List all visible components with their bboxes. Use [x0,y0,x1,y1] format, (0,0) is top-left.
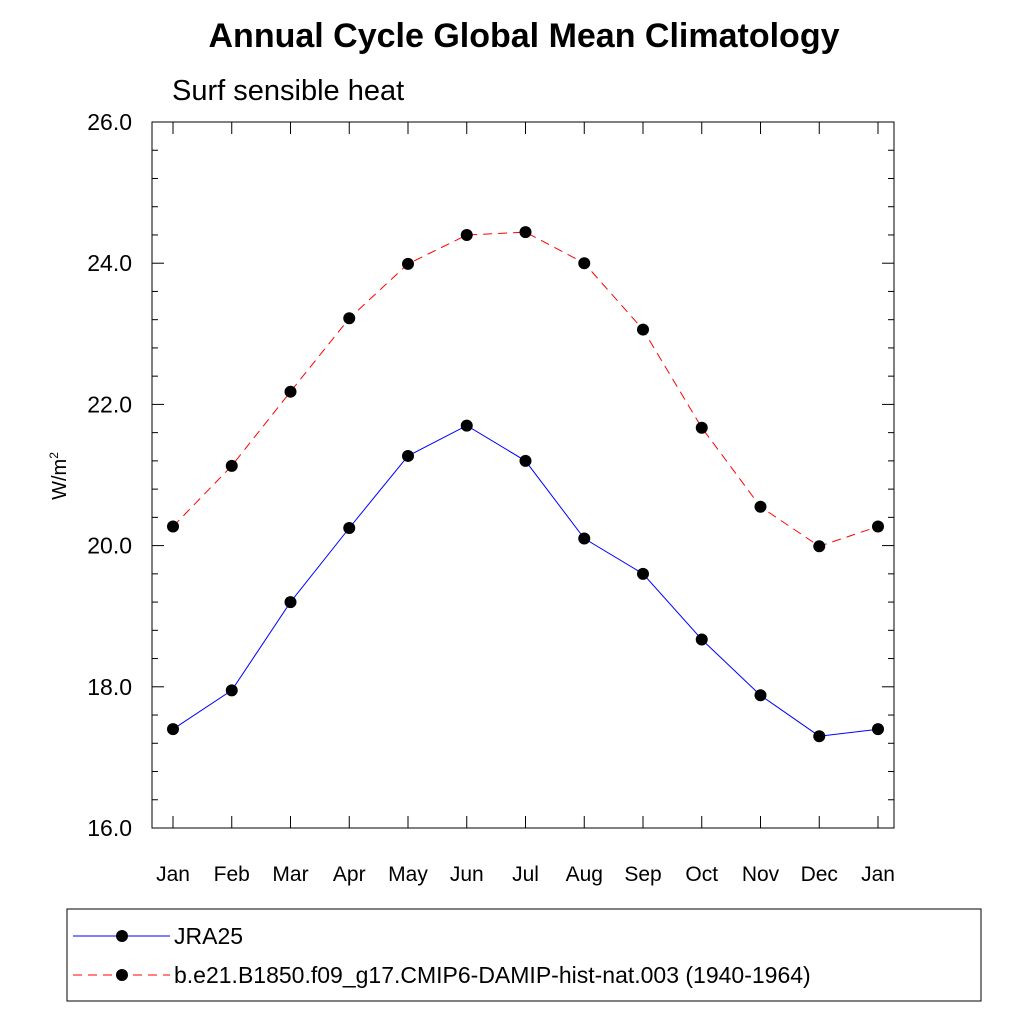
svg-text:W/m2: W/m2 [47,452,71,500]
series-1-point [872,723,884,736]
series-2-point [872,520,884,533]
x-tick-label: Apr [333,863,366,886]
series-2-point [460,228,473,241]
series-1-point [637,567,649,580]
series-2-point [519,226,532,239]
chart-subtitle: Surf sensible heat [172,75,404,107]
series-1-point [695,633,708,646]
plot-frame [151,121,895,829]
x-tick-label: May [388,863,428,886]
series-1-point [813,730,826,743]
series-1-point [225,684,238,697]
legend-label-2: b.e21.B1850.f09_g17.CMIP6-DAMIP-hist-nat… [174,962,811,988]
x-tick-label: Sep [624,863,661,886]
series-1-point [754,689,767,702]
x-tick-label: Jun [450,863,484,886]
y-tick-label: 24.0 [87,250,132,276]
x-tick-label: Mar [272,863,308,886]
legend: JRA25 b.e21.B1850.f09_g17.CMIP6-DAMIP-his… [73,923,811,988]
series-2-point [167,520,179,533]
series-2-point [225,459,238,472]
series-1-point [460,419,473,432]
series-line-2 [172,231,879,547]
x-tick-label: Jul [512,863,539,886]
series-2-point [637,323,649,336]
y-tick-label: 18.0 [87,674,132,700]
series-2-point [343,312,356,325]
x-tick-label: Oct [685,863,718,886]
tick-marks [152,121,894,829]
x-tick-label: Jan [861,863,895,886]
legend-marker-1 [116,930,128,942]
series-2-point [284,385,297,398]
series-lines [172,231,879,737]
y-tick-label: 20.0 [87,533,132,559]
series-2-point [813,540,826,553]
y-axis-label-superscript: 2 [47,452,61,459]
series-1-point [519,454,532,467]
series-1-point [167,723,179,736]
series-1-point [402,449,414,462]
series-line-1 [172,425,879,737]
x-tick-label: Jan [156,863,190,886]
legend-label-1: JRA25 [174,923,243,949]
x-tick-label: Aug [566,863,603,886]
x-tick-label: Nov [742,863,780,886]
y-axis-label-text: W/m [49,459,71,500]
chart-title: Annual Cycle Global Mean Climatology [209,17,840,55]
series-2-point [402,257,414,270]
y-tick-label: 16.0 [87,815,132,841]
series-2-point [754,500,767,513]
series-1-point [578,532,591,545]
series-markers [167,226,884,743]
x-tick-label: Feb [214,863,250,886]
x-tick-label: Dec [801,863,838,886]
y-tick-label: 26.0 [87,109,132,135]
y-axis-label: W/m2 [47,452,71,500]
series-1-point [284,596,297,609]
legend-box [66,908,982,1002]
tick-labels: 16.0 18.0 20.0 22.0 24.0 26.0 Jan Feb Mar Apr May J… [87,109,895,886]
series-1-point [343,521,356,534]
series-2-point [578,257,591,270]
y-tick-label: 22.0 [87,391,132,417]
legend-marker-2 [116,969,128,981]
series-2-point [695,421,708,434]
